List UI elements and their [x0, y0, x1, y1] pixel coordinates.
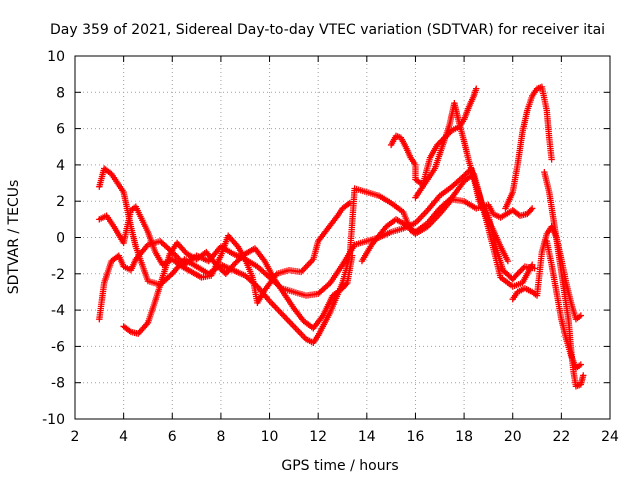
x-tick-label: 4	[119, 429, 128, 445]
x-tick-label: 20	[504, 429, 522, 445]
track-2-point	[289, 321, 296, 329]
track-2-point	[299, 332, 307, 340]
track-6-point	[435, 140, 442, 147]
y-tick-label: 4	[56, 158, 65, 174]
x-tick-label: 18	[455, 429, 473, 445]
track-2-point	[269, 301, 276, 308]
track-1-point	[462, 171, 469, 178]
track-3-point	[304, 262, 311, 269]
track-2-point	[528, 205, 536, 212]
track-1-point	[418, 213, 425, 220]
track-2-point	[287, 320, 295, 327]
track-7-point	[504, 257, 512, 265]
track-3-point	[345, 200, 352, 208]
track-2-point	[298, 331, 305, 338]
x-tick-label: 24	[601, 429, 619, 445]
x-axis-label: GPS time / hours	[281, 458, 398, 474]
track-2-point	[272, 304, 279, 311]
y-tick-label: 2	[56, 194, 65, 210]
track-5-point	[517, 267, 524, 275]
track-3-point	[307, 259, 314, 266]
track-2-point	[270, 302, 278, 309]
track-10-point	[580, 372, 587, 379]
y-tick-label: 6	[56, 122, 65, 138]
y-tick-label: 8	[56, 85, 65, 101]
x-tick-label: 10	[261, 429, 279, 445]
track-11-point	[577, 361, 585, 368]
track-5-point	[518, 266, 526, 273]
y-tick-label: 0	[56, 231, 65, 247]
track-6-point	[473, 85, 480, 92]
track-4-point	[126, 327, 133, 334]
track-3-point	[346, 199, 353, 207]
track-2-point	[290, 323, 298, 330]
y-axis-label: SDTVAR / TECUs	[6, 180, 22, 295]
y-tick-label: 10	[47, 49, 65, 65]
track-1-point	[415, 216, 422, 224]
track-4-point	[342, 281, 350, 288]
track-2-point	[293, 326, 301, 333]
track-1-point	[421, 210, 428, 217]
track-5-point	[514, 270, 521, 277]
x-tick-label: 22	[552, 429, 570, 445]
track-3-point	[299, 267, 306, 274]
track-2-point	[284, 316, 291, 324]
track-2-point	[273, 305, 281, 313]
x-tick-label: 6	[168, 429, 177, 445]
track-2-point	[280, 312, 287, 319]
x-tick-label: 14	[358, 429, 376, 445]
y-tick-label: -6	[51, 339, 65, 355]
track-2-point	[527, 206, 535, 214]
track-3-point	[305, 260, 312, 268]
track-2-point	[296, 329, 304, 336]
y-tick-label: -4	[51, 303, 65, 319]
y-tick-label: -10	[42, 412, 65, 428]
track-1-point	[172, 251, 179, 259]
x-tick-label: 16	[407, 429, 425, 445]
track-1-point	[419, 211, 427, 219]
track-2-point	[278, 310, 285, 317]
track-5-point	[515, 269, 523, 276]
track-2-point	[283, 315, 290, 322]
x-tick-label: 12	[309, 429, 327, 445]
y-tick-label: -2	[51, 267, 65, 283]
track-2-point	[286, 318, 293, 325]
x-tick-label: 8	[216, 429, 225, 445]
track-2-point	[281, 313, 288, 321]
y-tick-label: -8	[51, 376, 65, 392]
track-1-point	[463, 169, 471, 177]
track-5-point	[520, 264, 527, 272]
x-tick-label: 2	[71, 429, 80, 445]
track-1-point	[460, 172, 468, 179]
track-2-point	[295, 327, 302, 335]
track-3-point	[302, 264, 309, 271]
track-8-point	[548, 156, 555, 163]
track-4-point	[349, 252, 356, 259]
data-points	[96, 83, 587, 390]
track-2-point	[275, 307, 282, 314]
track-2-point	[276, 308, 284, 316]
track-1-point	[416, 215, 424, 222]
track-5-point	[531, 265, 538, 272]
chart-title: Day 359 of 2021, Sidereal Day-to-day VTE…	[50, 22, 605, 38]
track-6-point	[434, 141, 441, 149]
track-9-point	[577, 312, 585, 319]
track-2-point	[292, 324, 299, 332]
